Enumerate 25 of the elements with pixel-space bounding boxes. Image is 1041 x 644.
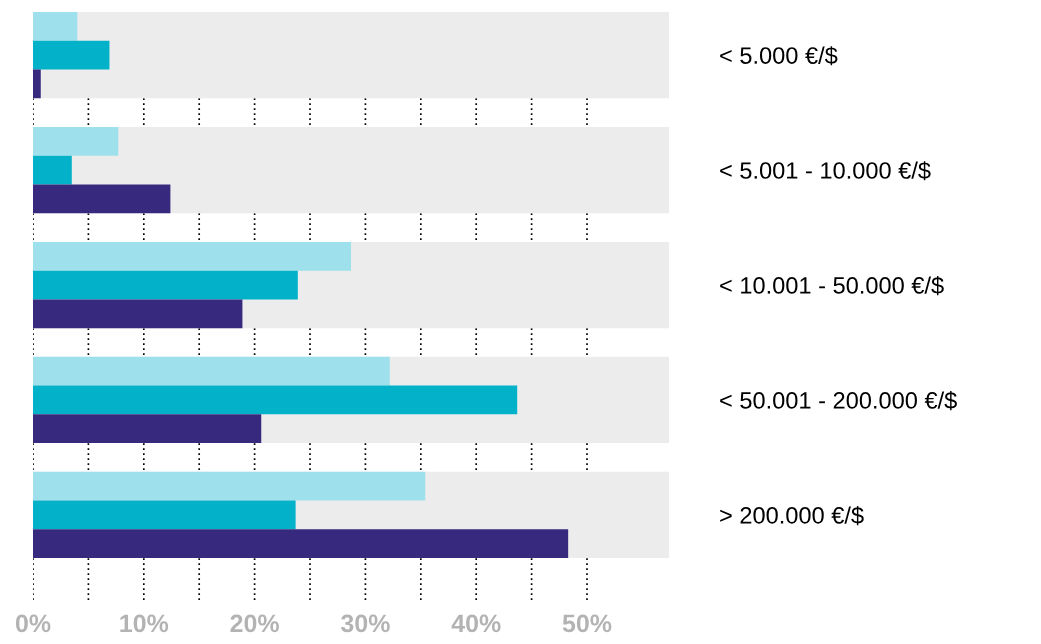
- bar: [33, 500, 296, 530]
- y-tick-label: < 50.001 - 200.000 €/$: [720, 391, 957, 411]
- bar: [33, 471, 426, 501]
- bar: [33, 414, 262, 444]
- bar: [33, 126, 119, 156]
- bar: [33, 356, 390, 386]
- y-tick-label: < 5.000 €/$: [720, 46, 838, 66]
- bar: [33, 155, 72, 185]
- bar: [33, 241, 351, 271]
- bar: [33, 299, 243, 329]
- x-tick-label: 50%: [562, 614, 612, 633]
- y-tick-label: > 200.000 €/$: [720, 506, 864, 526]
- bar: [33, 12, 78, 41]
- x-tick-label: 0%: [15, 614, 51, 633]
- bar: [33, 270, 298, 300]
- bar: [33, 385, 518, 415]
- bar: [33, 40, 110, 70]
- y-tick-label: < 5.001 - 10.000 €/$: [720, 161, 931, 181]
- bar: [33, 184, 171, 214]
- x-tick-label: 10%: [120, 614, 169, 633]
- x-tick-label: 30%: [340, 614, 390, 633]
- y-tick-label: < 10.001 - 50.000 €/$: [720, 276, 944, 296]
- x-tick-label: 40%: [451, 614, 501, 633]
- bar: [33, 69, 41, 99]
- x-tick-label: 20%: [230, 614, 279, 633]
